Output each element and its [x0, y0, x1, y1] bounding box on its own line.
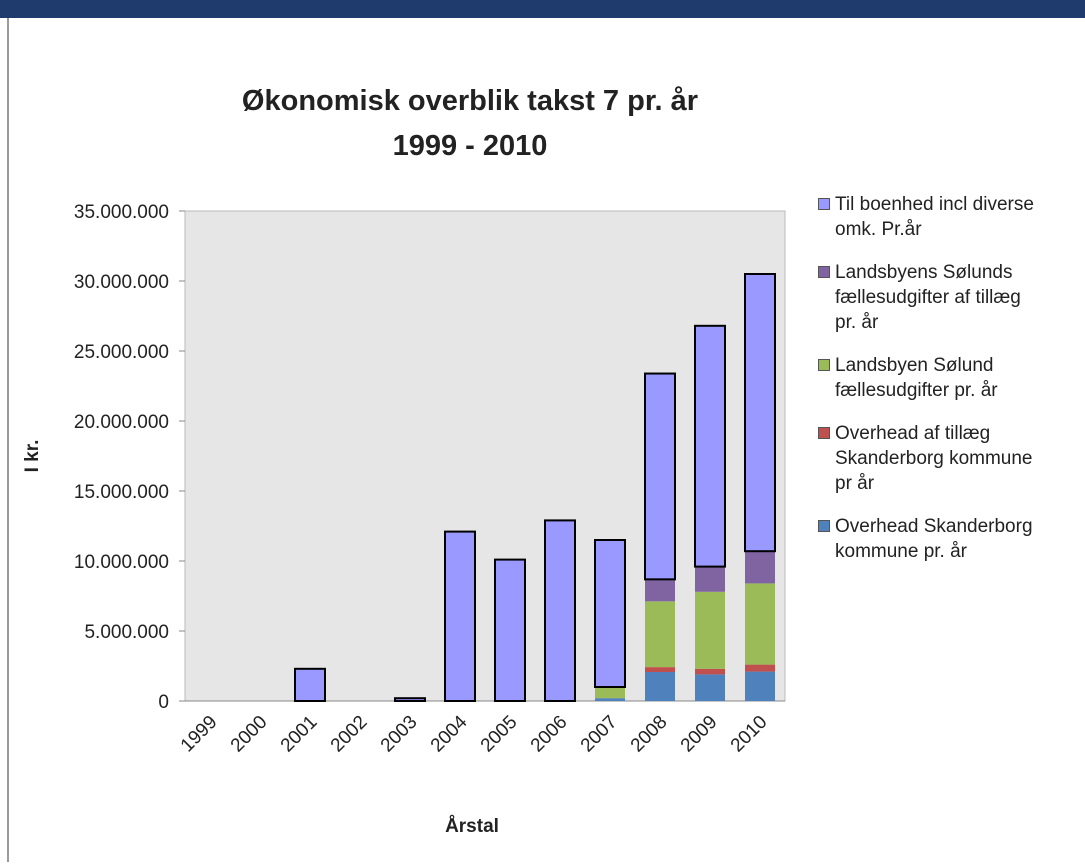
bar-segment: [695, 674, 725, 701]
bar-segment: [645, 667, 675, 673]
bar-segment: [394, 697, 426, 703]
x-tick-label: 2001: [277, 712, 322, 757]
legend-swatch: [818, 427, 830, 439]
bar-segment: [745, 664, 775, 672]
bar-segment: [744, 273, 776, 553]
x-tick-label: 1999: [177, 712, 222, 757]
x-tick-label: 2003: [377, 712, 422, 757]
legend-label: Overhead af tillæg Skanderborg kommune p…: [835, 423, 1033, 494]
bar-segment: [645, 672, 675, 701]
bar-segment: [644, 372, 676, 581]
legend-swatch: [818, 520, 830, 532]
y-tick-label: 25.000.000: [74, 342, 169, 363]
bar-segment: [645, 579, 675, 602]
y-axis-title: I kr.: [22, 440, 43, 473]
bar-segment: [594, 539, 626, 688]
x-tick-label: 2000: [227, 712, 272, 757]
legend-label: Landsbyen Sølund fællesudgifter pr. år: [835, 355, 998, 401]
legend-item: Overhead Skanderborg kommune pr. år: [818, 514, 1058, 564]
x-tick-label: 2004: [427, 711, 472, 756]
legend-swatch: [818, 359, 830, 371]
y-tick-label: 30.000.000: [74, 272, 169, 293]
legend-label: Til boenhed incl diverse omk. Pr.år: [835, 194, 1034, 240]
y-tick-label: 5.000.000: [84, 622, 169, 643]
x-tick-label: 2006: [527, 712, 572, 757]
x-tick-label: 2008: [627, 712, 672, 757]
y-tick-label: 10.000.000: [74, 552, 169, 573]
y-tick-label: 20.000.000: [74, 412, 169, 433]
bar-segment: [745, 583, 775, 665]
bar-segment: [745, 551, 775, 584]
bar-segment: [595, 698, 625, 701]
x-tick-label: 2002: [327, 712, 372, 757]
banner: [0, 0, 1085, 18]
plot-area: [184, 210, 786, 702]
x-tick-label: 2009: [677, 712, 722, 757]
legend: Til boenhed incl diverse omk. Pr.år Lands…: [818, 192, 1058, 582]
bar-segment: [695, 591, 725, 669]
legend-item: Landsbyen Sølund fællesudgifter pr. år: [818, 353, 1058, 403]
y-tick-label: 35.000.000: [74, 202, 169, 223]
legend-item: Til boenhed incl diverse omk. Pr.år: [818, 192, 1058, 242]
bar-segment: [494, 558, 526, 702]
legend-swatch: [818, 266, 830, 278]
x-tick-label: 2005: [477, 712, 522, 757]
y-tick-label: 15.000.000: [74, 482, 169, 503]
chart-title: Økonomisk overblik takst 7 pr. år: [242, 85, 698, 117]
legend-item: Landsbyens Sølunds fællesudgifter af til…: [818, 260, 1058, 335]
chart-title: 1999 - 2010: [393, 130, 548, 162]
bar-segment: [695, 566, 725, 592]
bar-segment: [544, 519, 576, 703]
y-tick-label: 0: [158, 692, 169, 713]
bar-segment: [645, 601, 675, 668]
legend-label: Overhead Skanderborg kommune pr. år: [835, 516, 1033, 562]
bar-segment: [595, 687, 625, 699]
legend-item: Overhead af tillæg Skanderborg kommune p…: [818, 421, 1058, 496]
bar-segment: [694, 324, 726, 568]
bar-segment: [695, 668, 725, 675]
legend-swatch: [818, 198, 830, 210]
x-tick-label: 2010: [727, 712, 772, 757]
legend-label: Landsbyens Sølunds fællesudgifter af til…: [835, 262, 1021, 333]
x-axis-title: Årstal: [445, 816, 499, 837]
bar-segment: [444, 530, 476, 702]
bar-segment: [745, 671, 775, 701]
bar-segment: [294, 667, 326, 702]
x-tick-label: 2007: [577, 712, 622, 757]
